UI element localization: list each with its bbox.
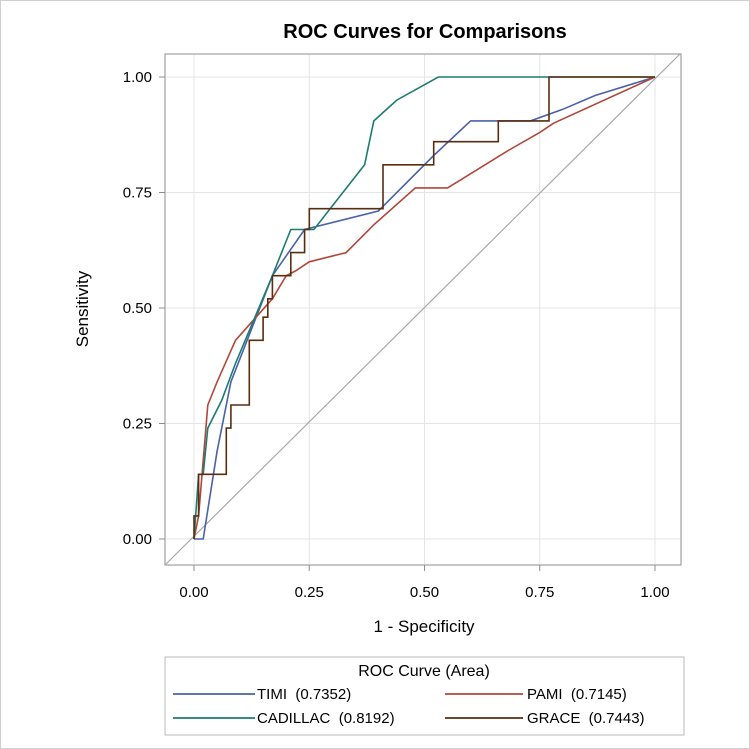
legend: [164, 656, 685, 736]
chart-title: ROC Curves for Comparisons: [283, 21, 566, 43]
x-tick-label-1: 0.25: [295, 584, 324, 601]
x-axis-ticks: 0.00 0.25 0.50 0.75 1.00: [179, 565, 670, 601]
y-axis-label: Sensitivity: [73, 270, 92, 347]
y-tick-label-2: 0.50: [123, 300, 152, 317]
y-tick-label-0: 0.00: [123, 531, 152, 548]
legend-label-pami: PAMI (0.7145): [527, 686, 627, 703]
y-axis-ticks: 0.00 0.25 0.50 0.75 1.00: [123, 69, 165, 548]
y-tick-label-1: 0.25: [123, 416, 152, 433]
x-tick-label-4: 1.00: [640, 584, 669, 601]
y-tick-label-4: 1.00: [123, 69, 152, 86]
reference-diagonal: [165, 53, 681, 565]
series-line-pami: [193, 76, 656, 540]
legend-label-cadillac: CADILLAC (0.8192): [257, 710, 395, 727]
y-tick-label-3: 0.75: [123, 185, 152, 202]
legend-label-timi: TIMI (0.7352): [257, 686, 351, 703]
legend-title: ROC Curve (Area): [358, 663, 490, 680]
series-line-cadillac: [193, 76, 655, 540]
grid-lines: [166, 55, 680, 564]
x-tick-label-0: 0.00: [179, 584, 208, 601]
legend-items: TIMI (0.7352) PAMI (0.7145) CADILLAC (0.81…: [173, 686, 645, 727]
legend-label-grace: GRACE (0.7443): [527, 710, 645, 727]
x-tick-label-3: 0.75: [525, 584, 554, 601]
x-axis-label: 1 - Specificity: [373, 617, 475, 636]
series-layer: [193, 76, 656, 540]
series-line-grace: [193, 76, 655, 539]
x-tick-label-2: 0.50: [410, 584, 439, 601]
diagonal-line: [165, 53, 681, 565]
series-line-timi: [194, 76, 656, 540]
